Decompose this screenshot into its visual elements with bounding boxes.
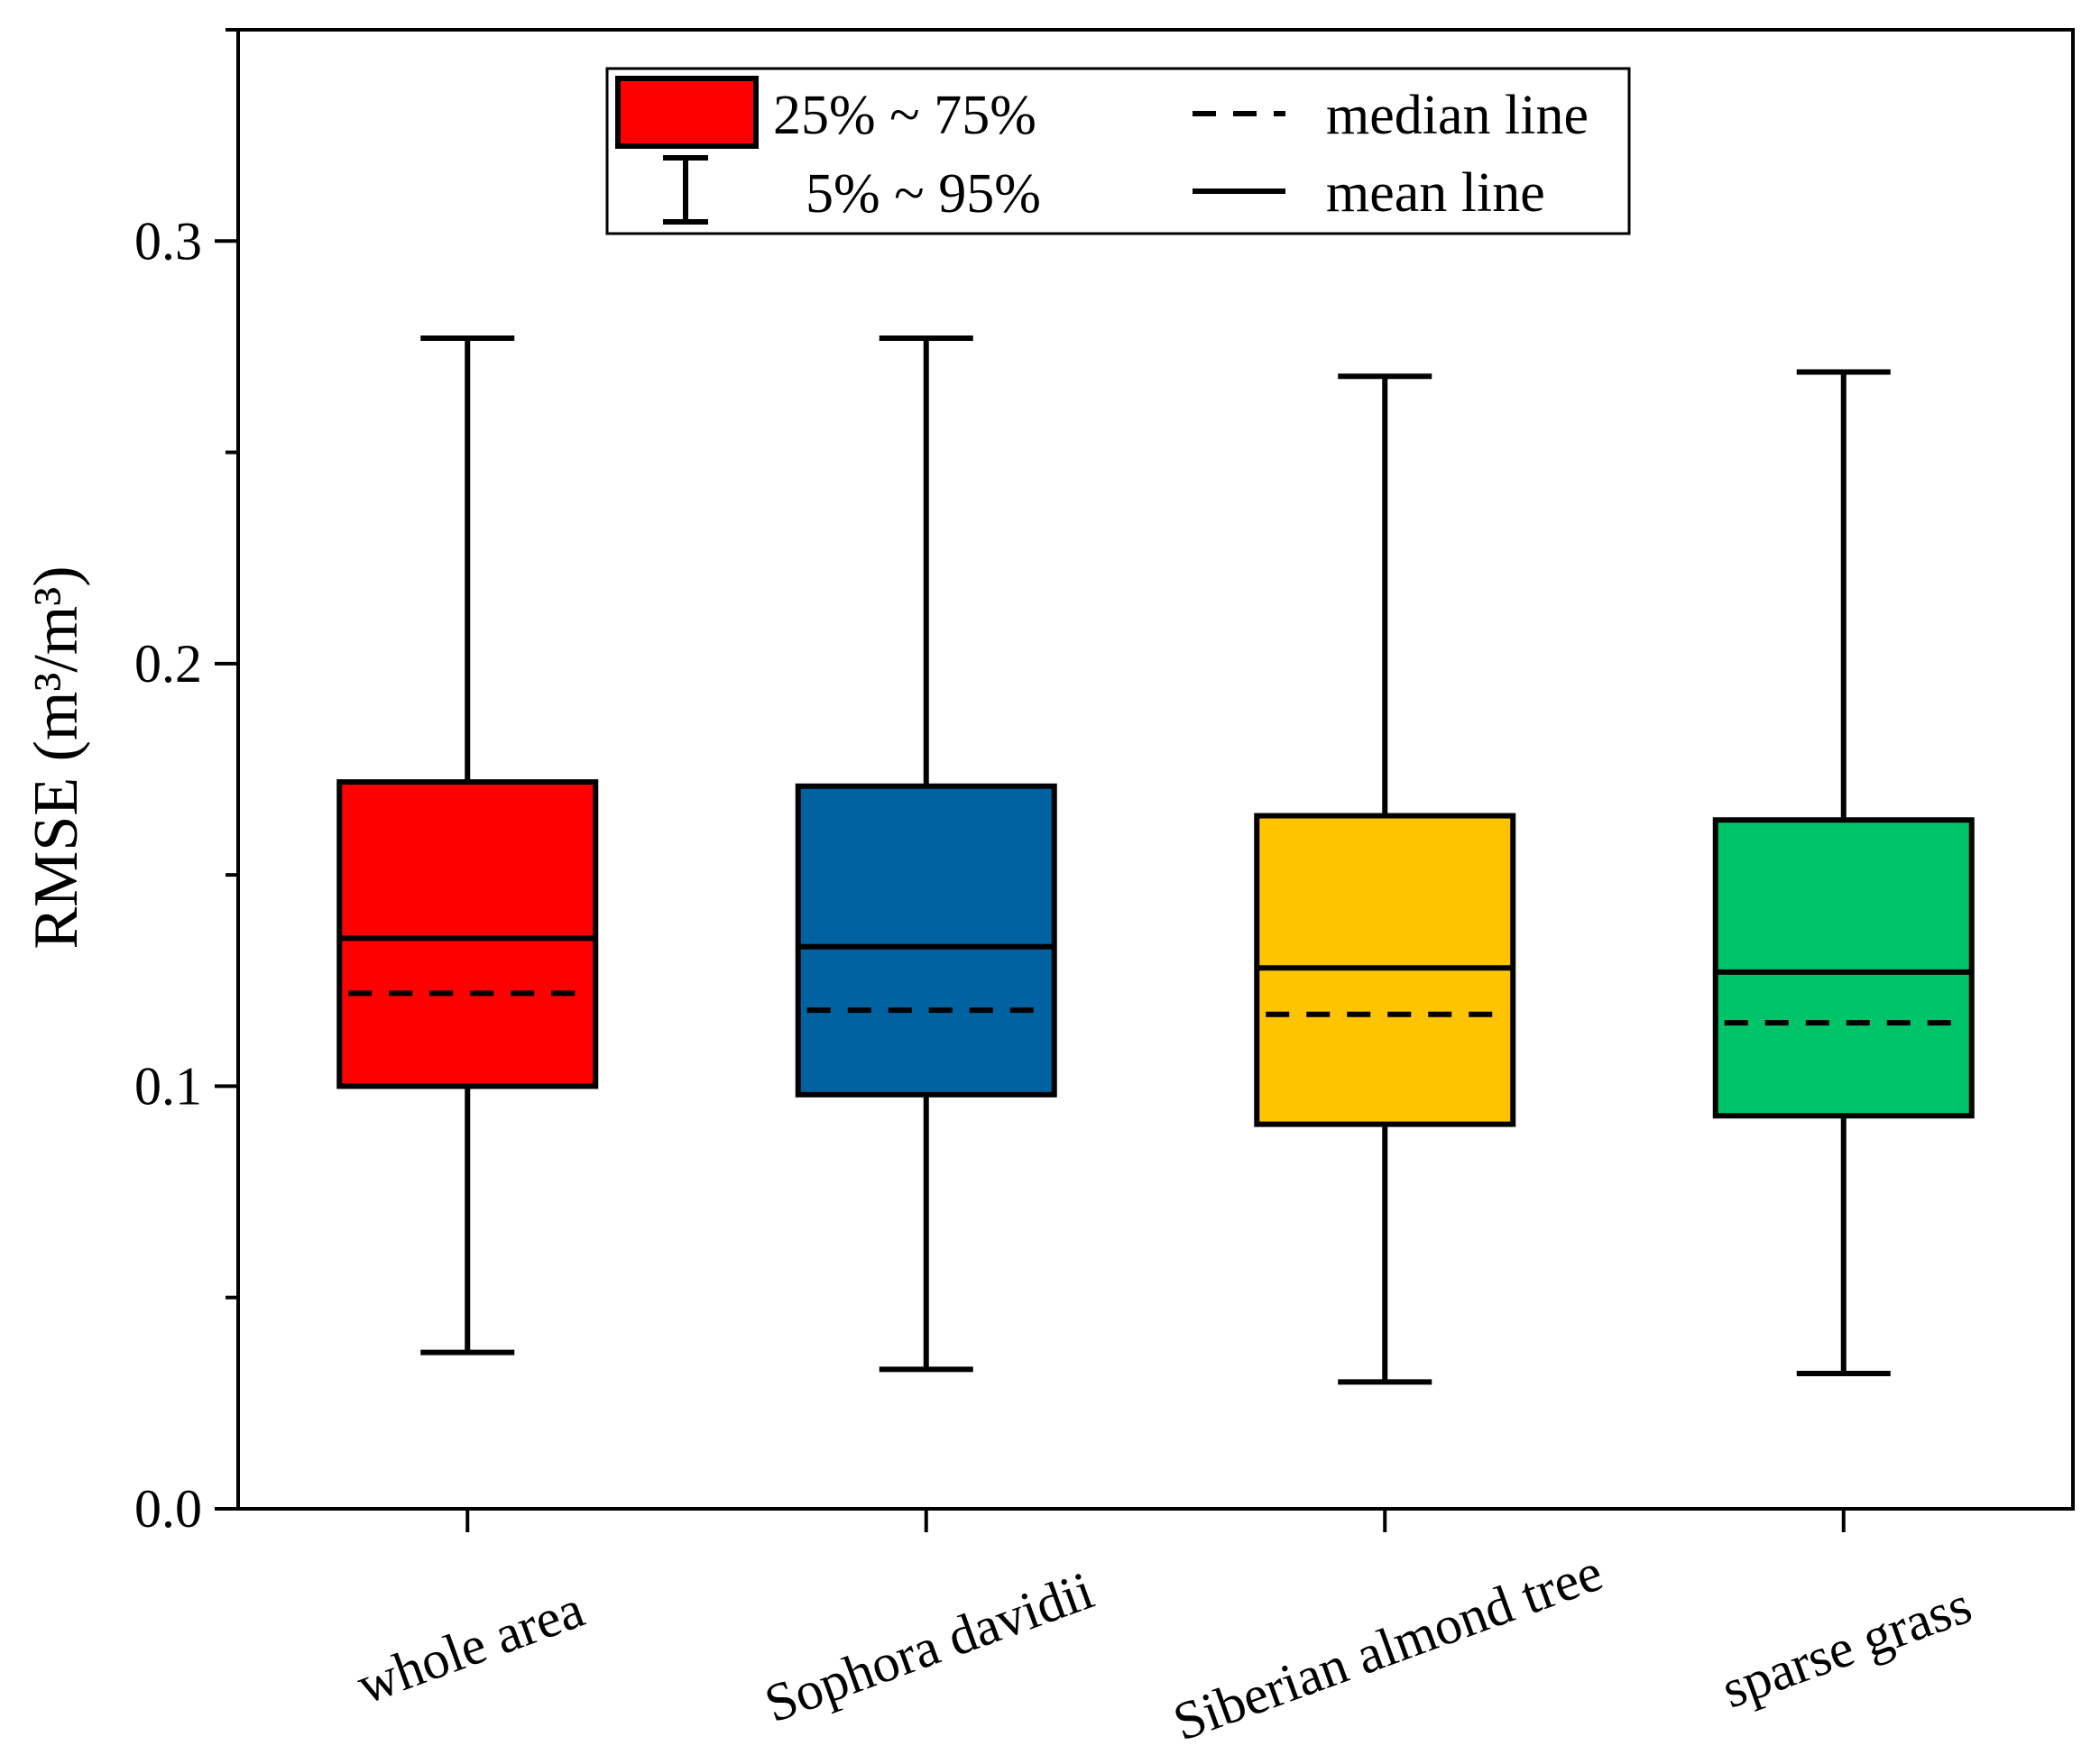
y-tick-label: 0.0	[134, 1479, 202, 1539]
box-sparse-grass	[1712, 369, 1975, 1377]
y-axis-title: RMSE (m³/m³)	[22, 565, 91, 949]
box-siberian-almond-tree	[1254, 373, 1516, 1385]
legend-median-label: median line	[1326, 85, 1589, 146]
y-tick-label: 0.3	[134, 211, 202, 271]
legend-box-label: 25% ~ 75%	[773, 85, 1036, 146]
x-tick-label: sparse grass	[1714, 1575, 1978, 1720]
y-tick-label: 0.1	[134, 1056, 202, 1116]
x-tick-label: Sophora davidii	[757, 1560, 1101, 1734]
iqr-box	[795, 783, 1057, 1098]
iqr-box	[336, 779, 599, 1089]
plot-frame	[236, 28, 2075, 1511]
box-whole-area	[336, 335, 599, 1355]
legend-frame	[605, 67, 1631, 235]
iqr-box	[1712, 817, 1975, 1119]
legend: 25% ~ 75% 5% ~ 95% median line mean line	[605, 67, 1631, 235]
legend-whisker-symbol	[663, 155, 708, 225]
legend-box-swatch	[615, 76, 759, 149]
legend-whisker-label: 5% ~ 95%	[806, 163, 1041, 225]
box-sophora-davidii	[795, 335, 1057, 1373]
x-tick-label: whole area	[349, 1578, 591, 1714]
y-tick-label: 0.2	[134, 634, 202, 694]
legend-mean-label: mean line	[1326, 162, 1545, 224]
boxes-layer	[336, 335, 1975, 1385]
x-tick-label: Siberian almond tree	[1165, 1542, 1609, 1752]
